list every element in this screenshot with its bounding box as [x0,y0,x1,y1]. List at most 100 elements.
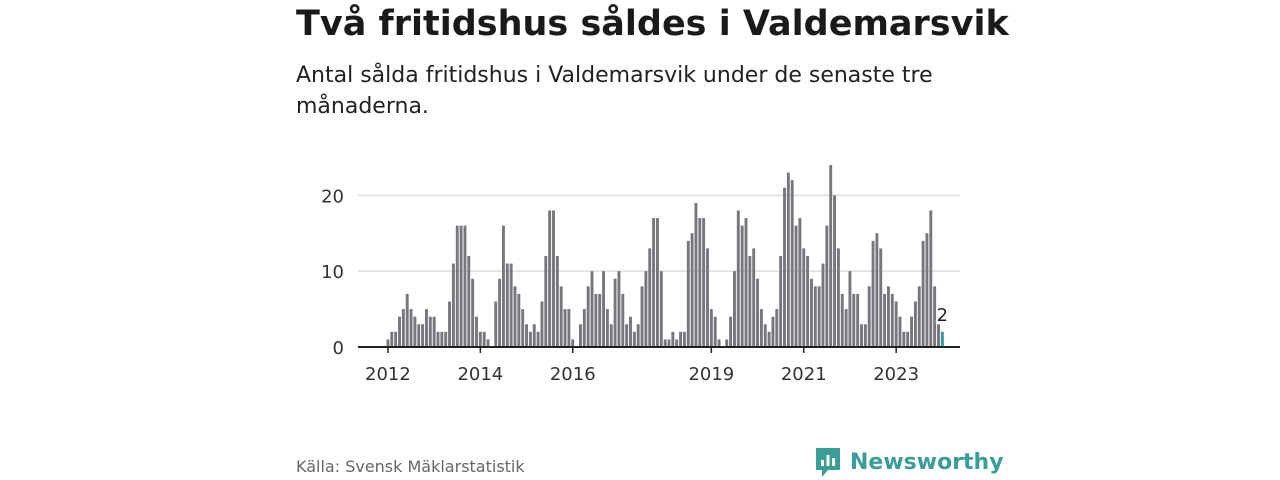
bar [917,286,921,347]
bar [659,271,663,347]
bar [582,309,586,347]
bar [421,324,425,347]
bar [398,316,401,347]
bar [783,187,786,347]
bar [451,263,455,347]
bar [478,331,482,347]
chart-title: Två fritidshus såldes i Valdemarsvik [296,4,1009,44]
x-tick-label: 2021 [781,364,827,385]
bar [725,339,729,347]
bar [844,309,848,347]
bar [775,309,779,347]
bar [698,218,702,347]
bar [790,180,794,347]
bar [752,248,756,347]
bar [848,271,852,347]
bar [617,271,621,347]
bar [482,331,486,347]
bar [486,339,490,347]
y-tick-label: 0 [333,338,344,359]
bar [744,218,748,347]
bar [682,331,686,347]
bar [625,324,629,347]
bar [825,225,829,347]
bar [555,256,559,347]
bar [563,309,567,347]
bar [428,316,432,347]
bar [937,324,940,347]
bar [440,331,444,347]
bar [675,339,679,347]
x-tick-label: 2019 [688,364,734,385]
bar [763,324,767,347]
bar [736,210,740,347]
chart-subtitle: Antal sålda fritidshus i Valdemarsvik un… [296,63,933,119]
bar [401,309,405,347]
bar [663,339,667,347]
bar [913,301,917,347]
bar [875,233,879,347]
brand-name: Newsworthy [850,449,1004,475]
bar [694,202,698,347]
bar [536,331,540,347]
bar [817,286,821,347]
bar [706,248,709,347]
bar [910,316,913,347]
bar [656,218,659,347]
bar [471,278,475,347]
bar [798,218,802,347]
bar [648,248,652,347]
bar [883,293,887,347]
bar [448,301,451,347]
bar-chart-icon [816,448,840,477]
bar [779,256,783,347]
bar [613,278,617,347]
bar [455,225,459,347]
bar [598,293,602,347]
bar [840,293,844,347]
bar [528,331,532,347]
bar [748,256,752,347]
bar [521,309,525,347]
bar [740,225,744,347]
bar [898,316,902,347]
bar [690,233,694,347]
bar [679,331,682,347]
bar [867,286,871,347]
bar [590,271,594,347]
bar [432,316,436,347]
source-note: Källa: Svensk Mäklarstatistik [296,457,525,476]
bar [836,248,840,347]
bar [609,324,613,347]
bar [436,331,440,347]
bar [394,331,398,347]
bar [405,293,409,347]
bar [632,331,636,347]
bar [505,263,509,347]
bar [544,256,548,347]
bar [559,286,563,347]
bar [771,316,775,347]
bar [860,324,863,347]
bar [409,309,413,347]
data-label: 2 [937,305,948,326]
bar [925,233,929,347]
bar [444,331,448,347]
bar [540,301,544,347]
bar [494,301,498,347]
highlight-bar [940,331,944,347]
bar [856,293,860,347]
bar [579,324,582,347]
x-tick-label: 2014 [457,364,503,385]
bar [552,210,555,347]
bar [567,309,571,347]
bar [513,286,517,347]
bar [767,331,771,347]
bar [425,309,428,347]
bar [933,286,937,347]
bar [702,218,706,347]
bar [671,331,675,347]
bar [390,331,394,347]
bar [729,316,733,347]
